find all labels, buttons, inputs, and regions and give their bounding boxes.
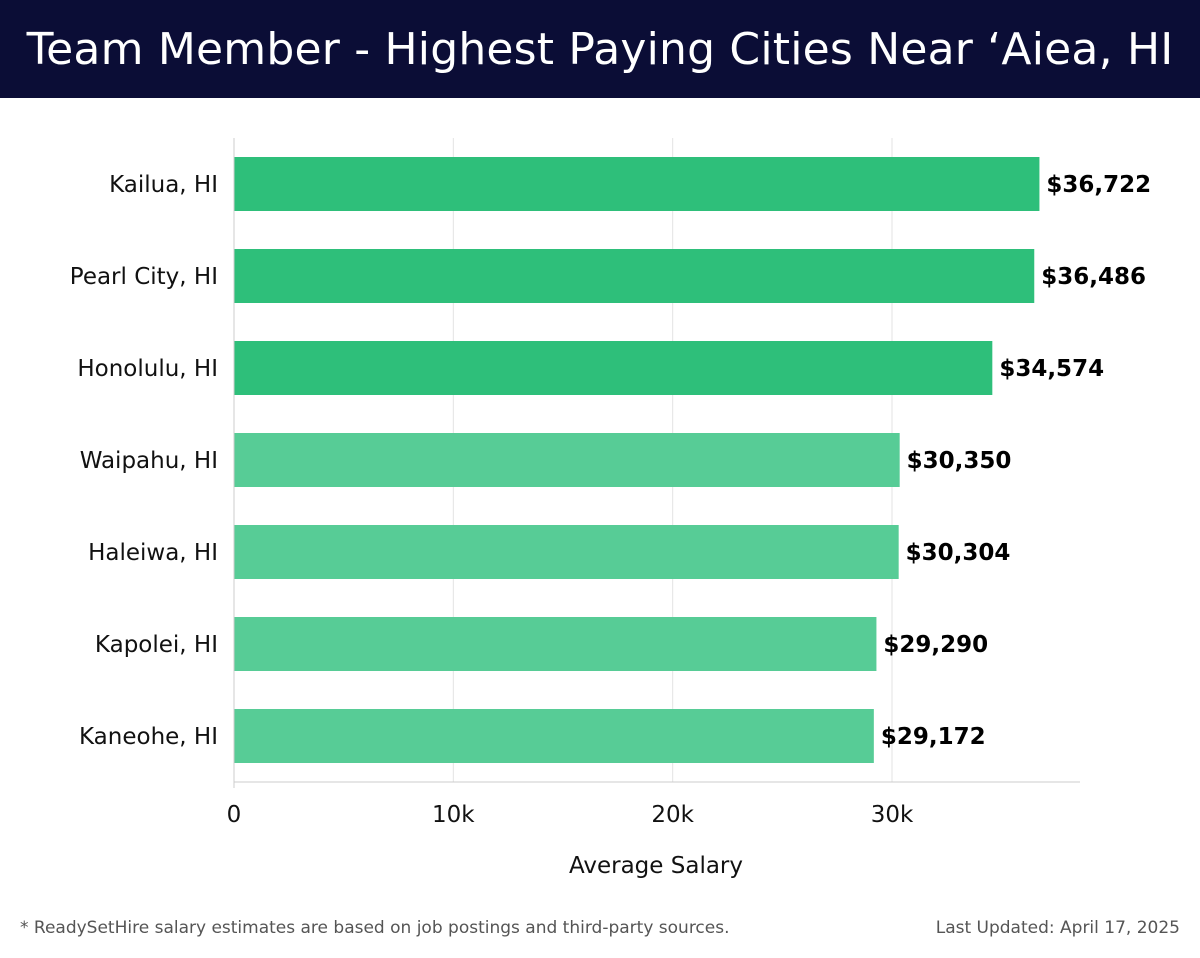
bar (234, 433, 900, 487)
bar (234, 341, 993, 395)
footer-note: * ReadySetHire salary estimates are base… (20, 918, 730, 938)
value-label: $36,486 (1041, 264, 1146, 290)
bars: $36,722 $36,486 $34,574 $30,350 $30,304 $29,2… (234, 157, 1151, 763)
bar (234, 525, 899, 579)
bar (234, 617, 877, 671)
category-label: Kaneohe, HI (79, 724, 218, 750)
category-label: Kapolei, HI (95, 632, 218, 658)
value-label: $36,722 (1046, 172, 1151, 198)
category-label: Waipahu, HI (80, 448, 218, 474)
value-label: $34,574 (999, 356, 1104, 382)
category-label: Haleiwa, HI (88, 540, 218, 566)
value-label: $29,290 (883, 632, 988, 658)
last-updated: Last Updated: April 17, 2025 (935, 918, 1180, 938)
category-label: Honolulu, HI (77, 356, 218, 382)
x-tick-label: 30k (871, 802, 914, 828)
chart-header: Team Member - Highest Paying Cities Near… (0, 0, 1200, 98)
x-tick-label: 10k (432, 802, 475, 828)
x-tick-label: 20k (651, 802, 694, 828)
chart-title: Team Member - Highest Paying Cities Near… (26, 23, 1174, 75)
x-axis-title: Average Salary (569, 853, 743, 879)
value-label: $29,172 (881, 724, 986, 750)
value-label: $30,350 (907, 448, 1012, 474)
category-label: Kailua, HI (109, 172, 218, 198)
bar (234, 709, 874, 763)
bar (234, 249, 1035, 303)
axes: Kailua, HI Pearl City, HI Honolulu, HI Waip… (70, 138, 1080, 828)
category-label: Pearl City, HI (70, 264, 218, 290)
salary-bar-chart: $36,722 $36,486 $34,574 $30,350 $30,304 $29,2… (70, 138, 1151, 879)
x-tick-label: 0 (227, 802, 242, 828)
bar (234, 157, 1040, 211)
value-label: $30,304 (906, 540, 1011, 566)
